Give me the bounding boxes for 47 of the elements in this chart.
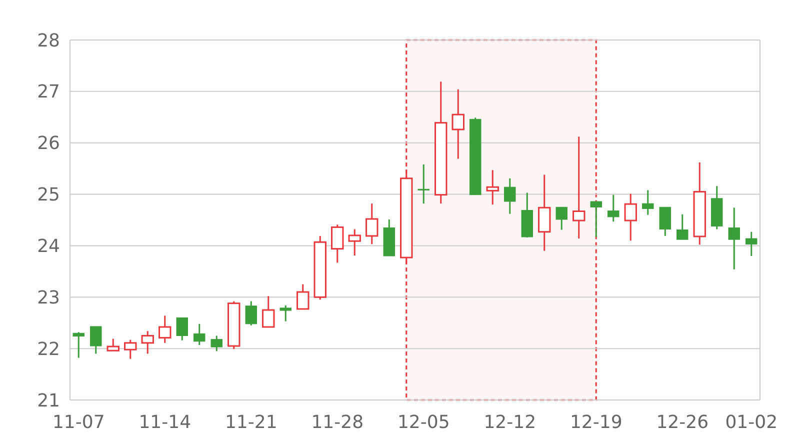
candlestick — [296, 284, 310, 310]
x-tick-label: 12-26 — [656, 412, 709, 433]
candlestick — [158, 314, 172, 344]
x-tick-label: 01-02 — [725, 412, 778, 433]
candlestick — [572, 136, 586, 240]
y-tick-label: 22 — [37, 338, 60, 360]
candlestick — [106, 338, 120, 352]
y-tick-label: 21 — [37, 390, 60, 412]
candlestick — [366, 202, 378, 245]
y-tick-label: 27 — [37, 82, 60, 103]
candlestick — [210, 334, 222, 352]
candlestick — [418, 164, 430, 204]
y-tick-label: 23 — [37, 287, 60, 308]
candlestick — [245, 300, 257, 326]
x-tick-label: 11-21 — [224, 412, 278, 433]
x-tick-label: 11-14 — [138, 412, 192, 433]
candlestick — [556, 206, 568, 231]
candlestick — [746, 231, 758, 257]
candlestick — [728, 206, 740, 270]
candlestick — [280, 304, 292, 322]
candlestick — [504, 178, 516, 215]
candlestick — [452, 88, 464, 160]
candlestick — [659, 206, 671, 237]
candlestick — [141, 330, 154, 354]
y-tick-label: 24 — [37, 236, 60, 258]
candlestick — [348, 228, 361, 256]
candlestick — [486, 169, 499, 206]
candlestick — [608, 194, 620, 222]
y-tick-label: 25 — [37, 184, 60, 206]
candlestick — [90, 326, 102, 354]
candlestick — [194, 323, 206, 346]
x-tick-label: 12-19 — [570, 412, 622, 433]
x-tick-label: 11-07 — [52, 412, 105, 433]
candlestick — [176, 316, 188, 342]
candlestick — [624, 193, 637, 242]
x-tick-label: 12-12 — [484, 412, 536, 433]
candlestick — [262, 295, 275, 328]
candlestick — [72, 331, 84, 359]
candlestick — [676, 214, 688, 240]
y-tick-label: 28 — [37, 30, 60, 52]
x-tick-label: 12-05 — [397, 412, 450, 433]
candlestick — [124, 339, 137, 360]
candlestick — [590, 200, 602, 238]
candlestick — [642, 189, 654, 216]
candlestick — [331, 224, 344, 264]
y-tick-label: 26 — [37, 133, 60, 154]
x-tick-label: 11-28 — [311, 412, 364, 433]
